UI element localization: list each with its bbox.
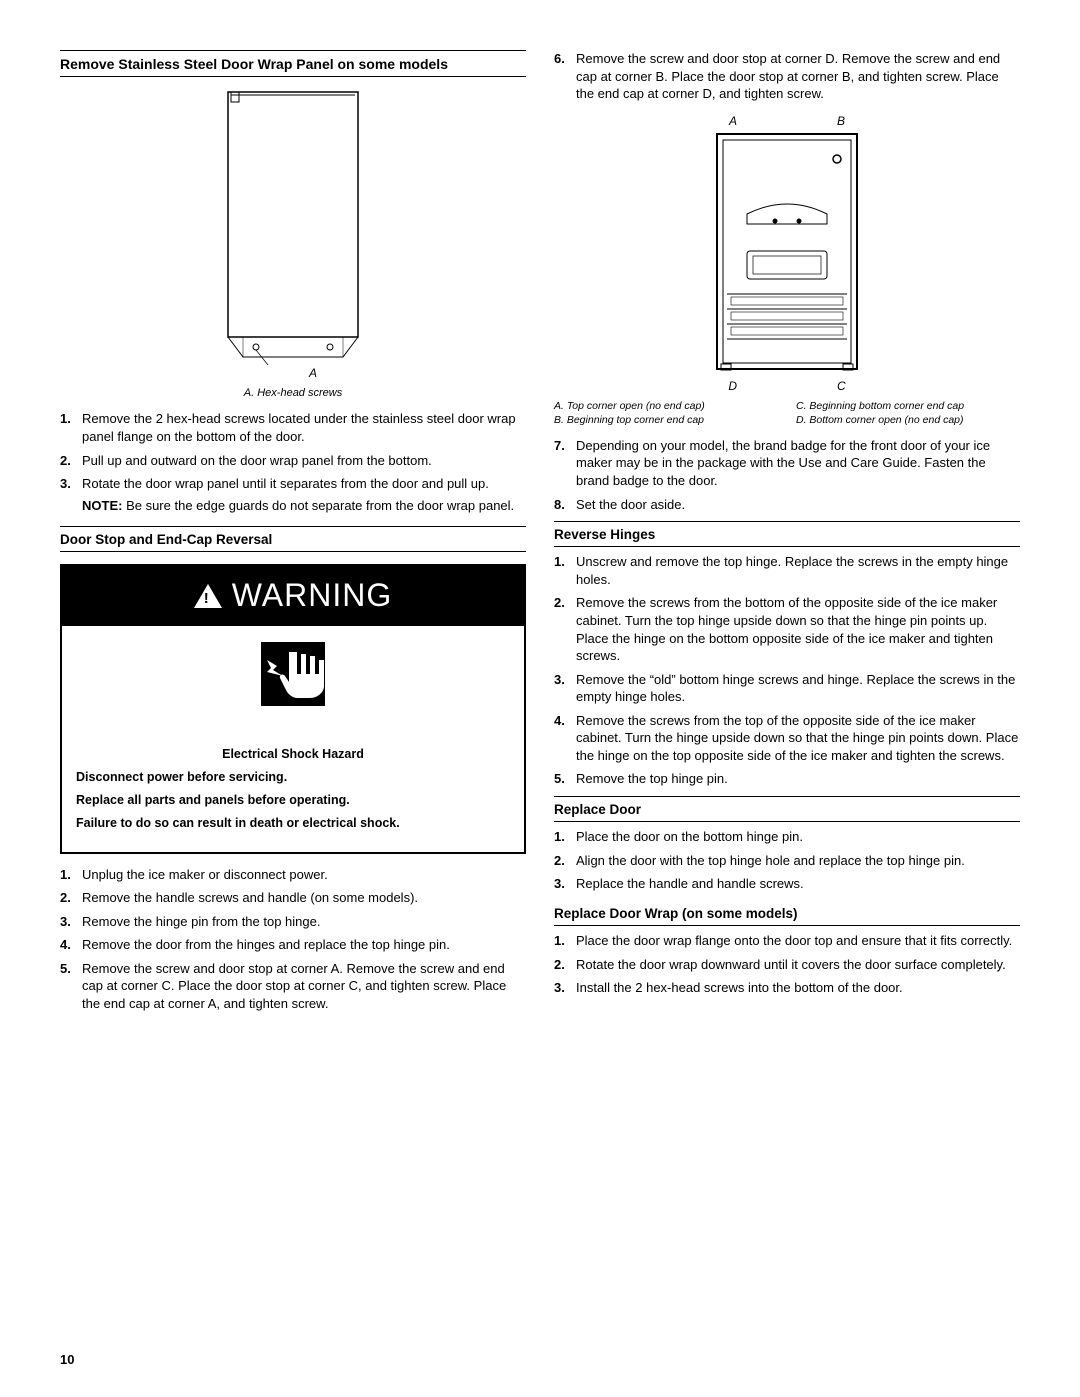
note-text: Be sure the edge guards do not separate … [122,498,514,513]
shock-hand-icon [62,626,524,729]
figure-ice-maker: A B [554,113,1020,395]
right-column: Remove the screw and door stop at corner… [554,50,1020,1018]
figure-door-panel: A [60,87,526,382]
warning-body: Electrical Shock Hazard Disconnect power… [62,728,524,852]
page-number: 10 [60,1351,74,1369]
section-title-replace-wrap: Replace Door Wrap (on some models) [554,901,1020,926]
fig2-label-c: C [837,378,846,394]
fig2-label-b: B [837,113,845,129]
list-item: Remove the handle screws and handle (on … [60,889,526,907]
warning-header: WARNING [62,566,524,625]
list-replace-wrap: Place the door wrap flange onto the door… [554,932,1020,997]
legend-a: A. Top corner open (no end cap) [554,399,778,413]
warning-line: Replace all parts and panels before oper… [76,792,510,809]
list-door-stop: Unplug the ice maker or disconnect power… [60,866,526,1013]
note: NOTE: Be sure the edge guards do not sep… [82,497,526,515]
list-door-stop-cont: Remove the screw and door stop at corner… [554,50,1020,103]
fig2-label-a: A [729,113,737,129]
section-title-reverse-hinges: Reverse Hinges [554,521,1020,547]
list-item: Remove the hinge pin from the top hinge. [60,913,526,931]
list-item: Replace the handle and handle screws. [554,875,1020,893]
list-item: Remove the door from the hinges and repl… [60,936,526,954]
list-item: Pull up and outward on the door wrap pan… [60,452,526,470]
list-item: Remove the screws from the top of the op… [554,712,1020,765]
list-reverse-hinges: Unscrew and remove the top hinge. Replac… [554,553,1020,788]
list-item: Remove the screws from the bottom of the… [554,594,1020,664]
list-item: Remove the top hinge pin. [554,770,1020,788]
list-replace-door: Place the door on the bottom hinge pin. … [554,828,1020,893]
two-column-layout: Remove Stainless Steel Door Wrap Panel o… [60,50,1020,1018]
fig2-label-d: D [728,378,737,394]
list-item: Unplug the ice maker or disconnect power… [60,866,526,884]
list-item: Set the door aside. [554,496,1020,514]
section-title-remove-wrap: Remove Stainless Steel Door Wrap Panel o… [60,50,526,77]
door-panel-svg [208,87,378,367]
fig2-top-labels: A B [554,113,1020,129]
list-item: Rotate the door wrap downward until it c… [554,956,1020,974]
list-item: Unscrew and remove the top hinge. Replac… [554,553,1020,588]
list-item: Depending on your model, the brand badge… [554,437,1020,490]
fig1-label-a: A [100,365,526,381]
list-item: Remove the screw and door stop at corner… [554,50,1020,103]
fig2-legend: A. Top corner open (no end cap) B. Begin… [554,399,1020,427]
warning-triangle-icon [194,584,222,608]
section-title-replace-door: Replace Door [554,796,1020,822]
note-label: NOTE: [82,498,122,513]
legend-b: B. Beginning top corner end cap [554,413,778,427]
left-column: Remove Stainless Steel Door Wrap Panel o… [60,50,526,1018]
list-item: Rotate the door wrap panel until it sepa… [60,475,526,514]
list-item: Place the door on the bottom hinge pin. [554,828,1020,846]
warning-title: WARNING [232,574,392,617]
legend-c: C. Beginning bottom corner end cap [796,399,1020,413]
list-item: Remove the 2 hex-head screws located und… [60,410,526,445]
fig1-caption: A. Hex-head screws [60,386,526,401]
legend-d: D. Bottom corner open (no end cap) [796,413,1020,427]
list-item: Remove the “old” bottom hinge screws and… [554,671,1020,706]
list-door-stop-after: Depending on your model, the brand badge… [554,437,1020,513]
fig2-bottom-labels: D C [554,378,1020,394]
warning-box: WARNING Electrical Shock Hazard Disconne… [60,564,526,853]
section-title-door-stop: Door Stop and End-Cap Reversal [60,526,526,552]
warning-line: Disconnect power before servicing. [76,769,510,786]
warning-line: Failure to do so can result in death or … [76,815,510,832]
list-remove-wrap: Remove the 2 hex-head screws located und… [60,410,526,514]
warning-line: Electrical Shock Hazard [76,746,510,763]
list-item-text: Rotate the door wrap panel until it sepa… [82,476,489,491]
list-item: Remove the screw and door stop at corner… [60,960,526,1013]
ice-maker-svg [707,129,867,374]
list-item: Align the door with the top hinge hole a… [554,852,1020,870]
list-item: Install the 2 hex-head screws into the b… [554,979,1020,997]
list-item: Place the door wrap flange onto the door… [554,932,1020,950]
